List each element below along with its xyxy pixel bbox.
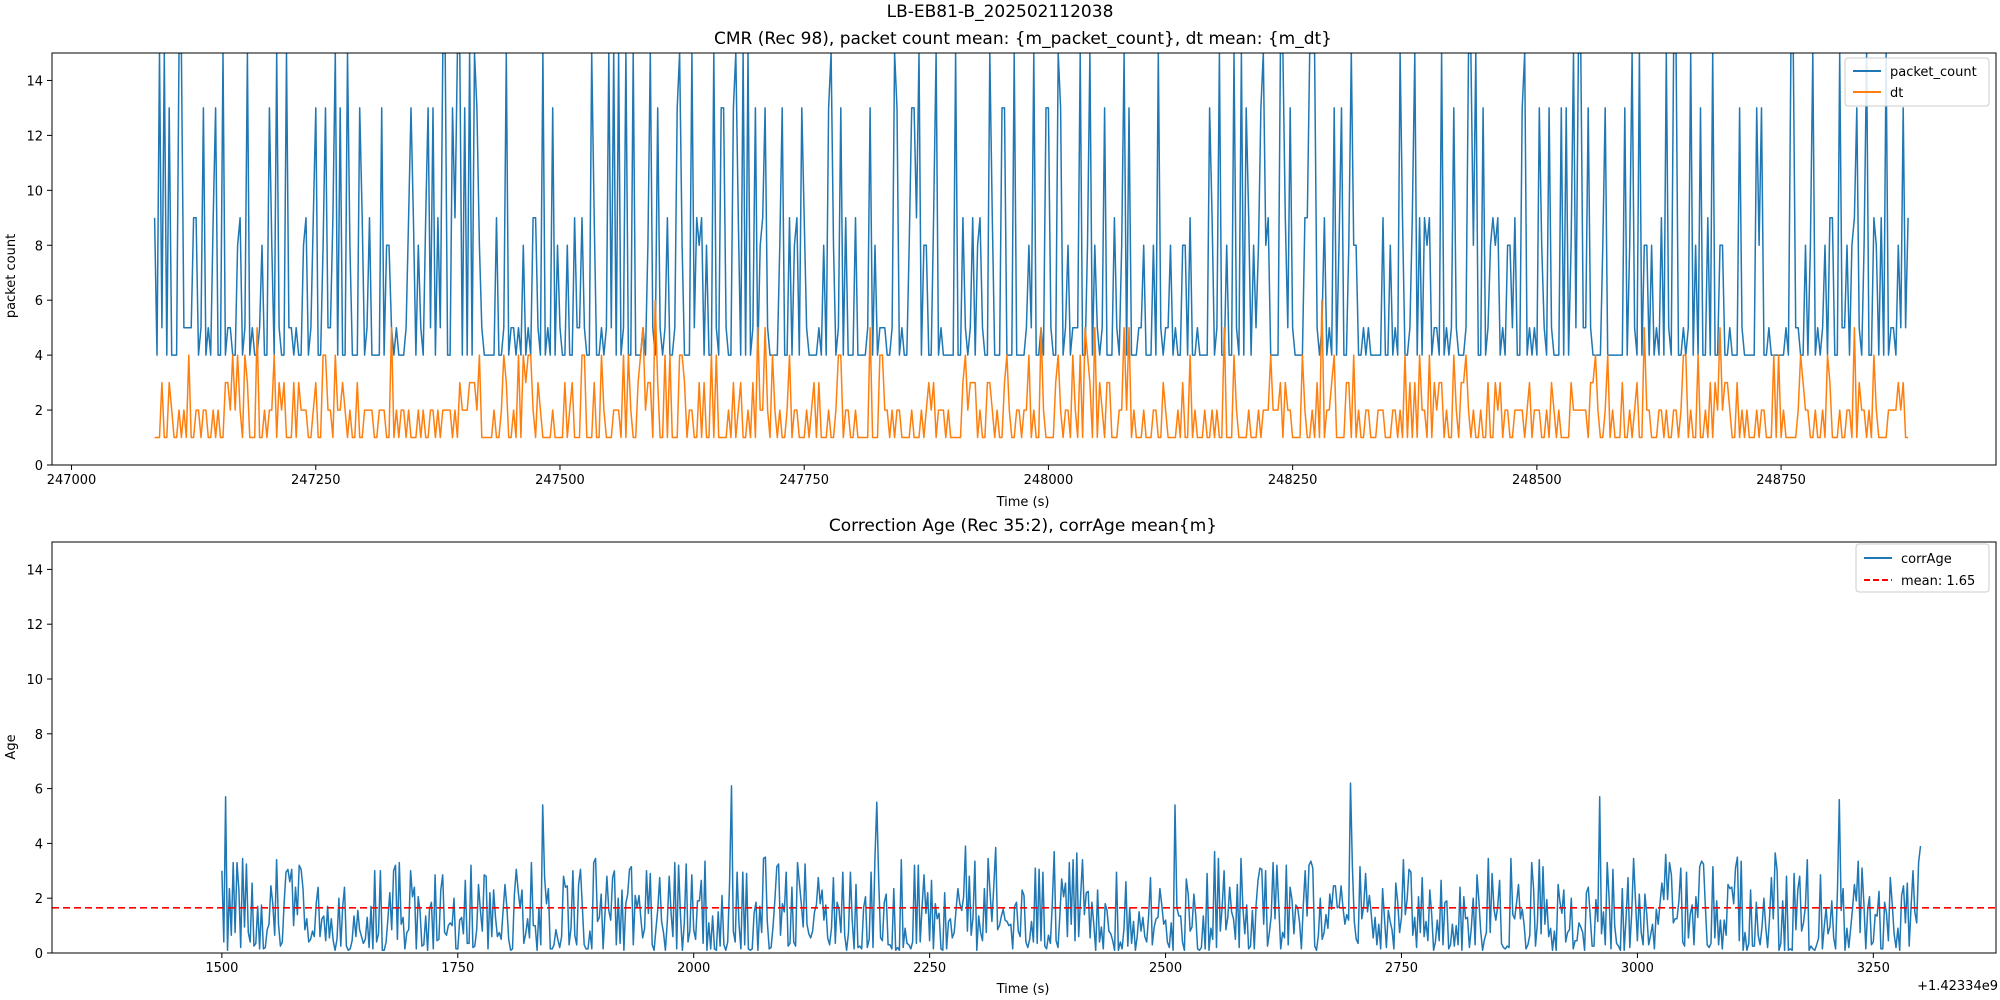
x-tick-label: 247250 [291, 473, 341, 488]
y-tick-label: 10 [26, 184, 43, 199]
legend-label-mean: mean: 1.65 [1901, 574, 1975, 589]
x-tick-label: 248750 [1756, 473, 1806, 488]
cmr-x-axis: 247000 247250 247500 247750 248000 248250 2485… [47, 465, 1806, 488]
x-tick-label: 1750 [441, 961, 474, 976]
cmr-chart-title: CMR (Rec 98), packet count mean: {m_pack… [714, 29, 1332, 49]
x-tick-label: 248000 [1024, 473, 1074, 488]
cmr-y-axis-label: packet count [4, 234, 19, 318]
series-line-packet-count [153, 53, 1909, 356]
legend-label-corr-age: corrAge [1901, 552, 1952, 567]
x-tick-label: 2000 [677, 961, 710, 976]
y-tick-label: 4 [35, 837, 43, 852]
y-tick-label: 0 [35, 947, 43, 962]
y-tick-label: 12 [26, 129, 43, 144]
cmr-legend: packet_count dt [1844, 57, 1990, 107]
y-tick-label: 0 [35, 459, 43, 474]
corr-age-y-axis-label: Age [4, 734, 19, 759]
corr-age-x-axis: 1500 1750 2000 2250 2500 2750 3000 3250 [205, 953, 1890, 976]
x-tick-label: 3250 [1857, 961, 1890, 976]
y-tick-label: 6 [35, 294, 43, 309]
y-tick-label: 6 [35, 783, 43, 798]
cmr-x-axis-label: Time (s) [996, 495, 1050, 510]
corr-age-chart-title: Correction Age (Rec 35:2), corrAge mean{… [829, 516, 1217, 536]
corr-age-y-axis: 0 2 4 6 8 10 12 14 [26, 563, 52, 962]
y-tick-label: 2 [35, 404, 43, 419]
x-tick-label: 3000 [1621, 961, 1654, 976]
cmr-plot-area [51, 52, 1997, 466]
axes-frame [51, 541, 1997, 954]
y-tick-label: 14 [26, 563, 43, 578]
corr-age-legend: corrAge mean: 1.65 [1855, 543, 1990, 593]
y-tick-label: 4 [35, 349, 43, 364]
x-tick-label: 247500 [535, 473, 585, 488]
y-tick-label: 8 [35, 728, 43, 743]
x-tick-label: 1500 [205, 961, 238, 976]
cmr-y-axis: 0 2 4 6 8 10 12 14 [26, 74, 52, 474]
x-tick-label: 2500 [1149, 961, 1182, 976]
axes-frame [51, 52, 1997, 466]
corr-age-x-offset-label: +1.42334e9 [1917, 979, 1998, 994]
legend-label-dt: dt [1890, 86, 1903, 101]
x-tick-label: 2750 [1385, 961, 1418, 976]
corr-age-chart: Correction Age (Rec 35:2), corrAge mean{… [4, 516, 1998, 997]
x-tick-label: 2250 [913, 961, 946, 976]
cmr-chart: CMR (Rec 98), packet count mean: {m_pack… [4, 29, 1997, 510]
x-tick-label: 248250 [1268, 473, 1318, 488]
y-tick-label: 14 [26, 74, 43, 89]
x-tick-label: 247000 [47, 473, 97, 488]
series-line-corrage [221, 782, 1922, 952]
corr-age-x-axis-label: Time (s) [996, 982, 1050, 997]
x-tick-label: 247750 [779, 473, 829, 488]
y-tick-label: 2 [35, 892, 43, 907]
y-tick-label: 12 [26, 618, 43, 633]
legend-label-packet-count: packet_count [1890, 65, 1977, 80]
corr-age-plot-area [51, 541, 1997, 954]
y-tick-label: 10 [26, 673, 43, 688]
series-line-dt [154, 299, 1909, 439]
y-tick-label: 8 [35, 239, 43, 254]
x-tick-label: 248500 [1512, 473, 1562, 488]
figure-suptitle: LB-EB81-B_202502112038 [887, 2, 1114, 22]
